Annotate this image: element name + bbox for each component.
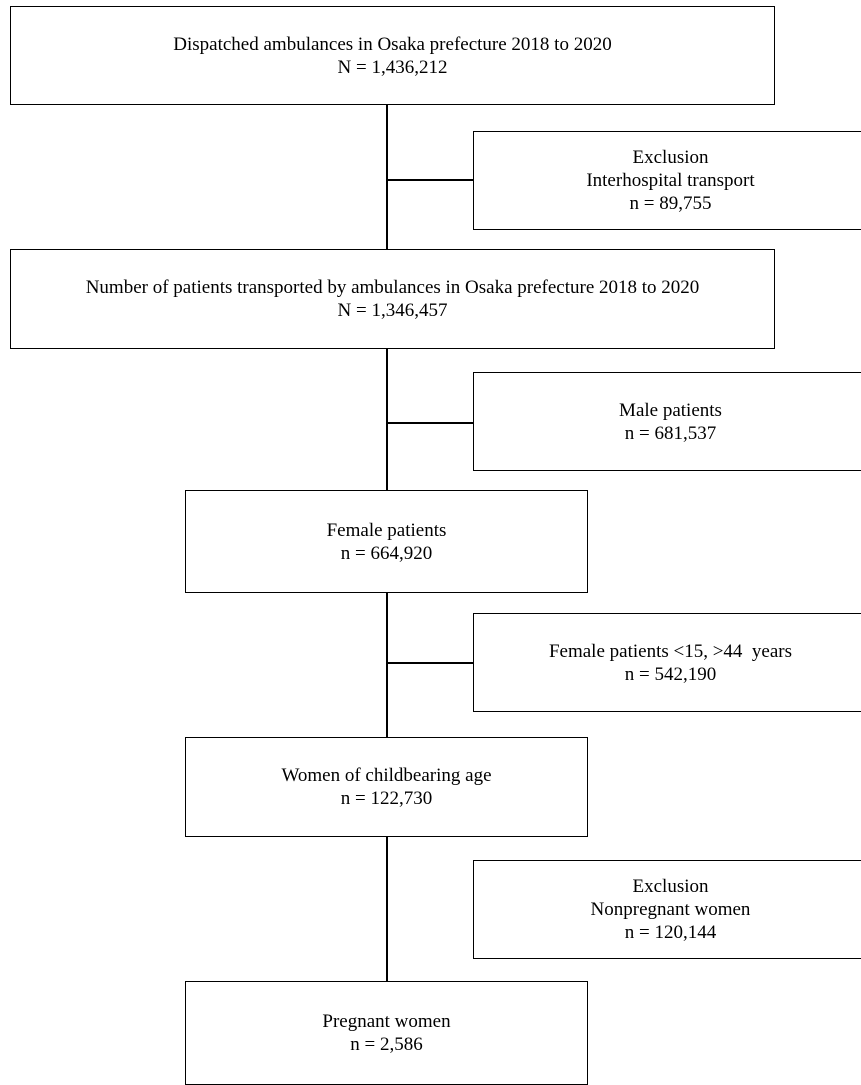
childbearing-age-box: Women of childbearing age n = 122,730: [185, 737, 588, 837]
branch-connector-3: [386, 662, 474, 664]
box-count: N = 1,436,212: [337, 56, 448, 78]
box-label: Female patients <15, >44 years: [548, 640, 793, 662]
box-label: Pregnant women: [322, 1011, 451, 1032]
box-heading: Exclusion: [632, 147, 709, 168]
box-count: n = 542,190: [624, 663, 717, 685]
transported-patients-box: Number of patients transported by ambula…: [10, 249, 775, 349]
female-patients-box: Female patients n = 664,920: [185, 490, 588, 593]
age-excluded-female-box: Female patients <15, >44 years n = 542,1…: [473, 613, 861, 712]
dispatched-ambulances-box: Dispatched ambulances in Osaka prefectur…: [10, 6, 775, 105]
nonpregnant-exclusion-box: Exclusion Nonpregnant women n = 120,144: [473, 860, 861, 959]
spine-connector-3: [386, 592, 388, 738]
box-count: n = 2,586: [350, 1034, 423, 1055]
male-patients-box: Male patients n = 681,537: [473, 372, 861, 471]
box-count: n = 120,144: [624, 922, 717, 943]
pregnant-women-box: Pregnant women n = 2,586: [185, 981, 588, 1085]
box-label: Interhospital transport: [586, 170, 755, 191]
box-label: Female patients: [326, 519, 447, 541]
box-count: n = 681,537: [624, 422, 717, 444]
box-count: n = 664,920: [340, 542, 433, 564]
box-label: Number of patients transported by ambula…: [85, 277, 700, 298]
spine-connector-1: [386, 104, 388, 250]
interhospital-exclusion-box: Exclusion Interhospital transport n = 89…: [473, 131, 861, 230]
box-count: N = 1,346,457: [337, 300, 448, 321]
box-count: n = 89,755: [629, 193, 712, 214]
spine-connector-4: [386, 836, 388, 982]
spine-connector-2: [386, 348, 388, 490]
box-label: Women of childbearing age: [281, 765, 492, 786]
branch-connector-1: [386, 179, 474, 181]
box-label: Male patients: [619, 399, 722, 421]
box-heading: Exclusion: [632, 876, 709, 897]
box-label: Dispatched ambulances in Osaka prefectur…: [173, 33, 612, 55]
box-count: n = 122,730: [340, 788, 433, 809]
box-label: Nonpregnant women: [590, 899, 751, 920]
branch-connector-2: [386, 422, 474, 424]
